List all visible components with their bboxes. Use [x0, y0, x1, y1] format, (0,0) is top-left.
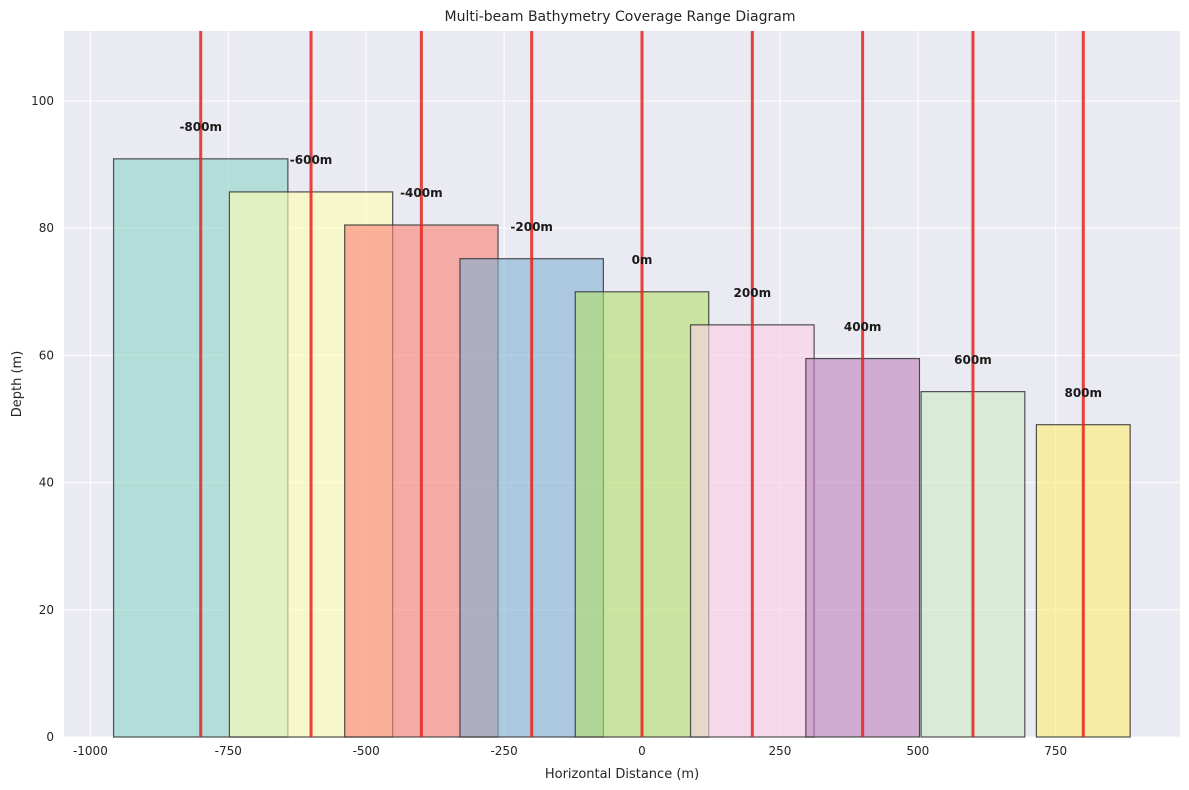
y-tick-label: 100	[31, 94, 54, 108]
x-tick-label: 0	[638, 744, 646, 758]
bar-label-2: -400m	[400, 186, 443, 200]
chart-title: Multi-beam Bathymetry Coverage Range Dia…	[445, 9, 796, 25]
bar-label-3: -200m	[510, 220, 553, 234]
y-tick-label: 0	[46, 730, 54, 744]
survey-lines	[199, 31, 1085, 737]
y-tick-label: 20	[39, 603, 54, 617]
x-axis-title: Horizontal Distance (m)	[545, 767, 699, 782]
x-axis-ticks: -1000 -750 -500 -250 0 250 500 750	[73, 744, 1067, 758]
y-axis-title: Depth (m)	[10, 351, 25, 418]
bar-label-4: 0m	[632, 253, 653, 267]
bar-label-1: -600m	[290, 153, 333, 167]
bar-label-7: 600m	[954, 353, 992, 367]
y-axis-ticks: 0 20 40 60 80 100	[31, 94, 54, 744]
y-tick-label: 80	[39, 221, 54, 235]
x-tick-label: -750	[215, 744, 242, 758]
x-tick-label: -250	[490, 744, 517, 758]
y-tick-label: 40	[39, 476, 54, 490]
y-tick-label: 60	[39, 348, 54, 362]
x-tick-label: 750	[1044, 744, 1067, 758]
bar-label-0: -800m	[179, 120, 222, 134]
x-tick-label: -1000	[73, 744, 108, 758]
bar-labels: -800m -600m -400m -200m 0m 200m 400m 600m 800m	[179, 120, 1102, 400]
x-tick-label: 250	[768, 744, 791, 758]
x-tick-label: 500	[906, 744, 929, 758]
bar-label-5: 200m	[734, 286, 772, 300]
bar-label-8: 800m	[1064, 386, 1102, 400]
bar-label-6: 400m	[844, 320, 882, 334]
x-tick-label: -500	[353, 744, 380, 758]
